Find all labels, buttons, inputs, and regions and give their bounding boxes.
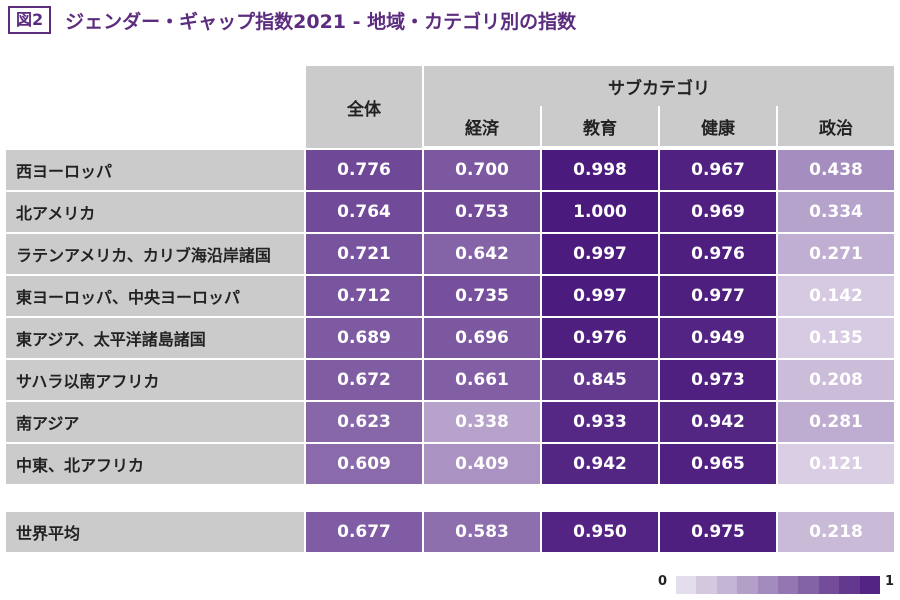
heatmap-cell: 0.942 [660,402,776,442]
heatmap-cell: 0.976 [660,234,776,274]
heatmap-cell: 0.973 [660,360,776,400]
heatmap-cell: 0.753 [424,192,540,232]
region-row-label: サハラ以南アフリカ [6,360,304,400]
region-row-label: 北アメリカ [6,192,304,232]
header-overall: 全体 [306,66,422,148]
header-column: 教育 [542,106,658,146]
world-average-row-label: 世界平均 [6,512,304,552]
heatmap-cell: 0.334 [778,192,894,232]
heatmap-cell: 0.142 [778,276,894,316]
heatmap-cell: 0.623 [306,402,422,442]
heatmap-cell: 0.735 [424,276,540,316]
region-row-label: 東ヨーロッパ、中央ヨーロッパ [6,276,304,316]
legend-swatch [839,576,860,594]
heatmap-cell: 0.642 [424,234,540,274]
heatmap-cell: 0.689 [306,318,422,358]
heatmap-cell: 0.776 [306,150,422,190]
header-column: 政治 [778,106,894,146]
heatmap-cell: 0.661 [424,360,540,400]
heatmap-cell: 0.672 [306,360,422,400]
legend-swatch [818,576,840,594]
heatmap-cell: 0.438 [778,150,894,190]
heatmap-cell: 0.696 [424,318,540,358]
heatmap-cell: 1.000 [542,192,658,232]
figure-badge: 図2 [8,6,52,34]
heatmap-cell: 0.677 [306,512,422,552]
heatmap-cell: 0.933 [542,402,658,442]
heatmap-cell: 0.969 [660,192,776,232]
legend-swatch [737,576,758,594]
heatmap-cell: 0.609 [306,444,422,484]
legend-swatch [716,576,738,594]
heatmap-cell: 0.281 [778,402,894,442]
heatmap-cell: 0.218 [778,512,894,552]
heatmap-cell: 0.583 [424,512,540,552]
region-row-label: 南アジア [6,402,304,442]
heatmap-cell: 0.949 [660,318,776,358]
region-row-label: ラテンアメリカ、カリブ海沿岸諸国 [6,234,304,274]
legend-swatch [778,576,799,594]
heatmap-cell: 0.409 [424,444,540,484]
heatmap-cell: 0.997 [542,234,658,274]
legend-swatch [676,576,697,594]
heatmap-cell: 0.271 [778,234,894,274]
heatmap-cell: 0.977 [660,276,776,316]
region-row-label: 西ヨーロッパ [6,150,304,190]
heatmap-cell: 0.967 [660,150,776,190]
page-title: ジェンダー・ギャップ指数2021 - 地域・カテゴリ別の指数 [65,10,577,33]
legend-swatch [757,576,779,594]
heatmap-cell: 0.712 [306,276,422,316]
legend-color-scale [676,576,881,594]
heatmap-cell: 0.135 [778,318,894,358]
header-column: 健康 [660,106,776,146]
legend-swatch [798,576,819,594]
heatmap-cell: 0.965 [660,444,776,484]
heatmap-cell: 0.121 [778,444,894,484]
heatmap-cell: 0.208 [778,360,894,400]
heatmap-cell: 0.975 [660,512,776,552]
heatmap-cell: 0.976 [542,318,658,358]
legend-swatch [859,576,881,594]
region-row-label: 中東、北アフリカ [6,444,304,484]
legend-max-label: 1 [885,574,895,589]
legend-swatch [696,576,717,594]
region-row-label: 東アジア、太平洋諸島諸国 [6,318,304,358]
heatmap-cell: 0.764 [306,192,422,232]
heatmap-cell: 0.997 [542,276,658,316]
heatmap-cell: 0.338 [424,402,540,442]
heatmap-cell: 0.998 [542,150,658,190]
heatmap-cell: 0.845 [542,360,658,400]
header-column: 経済 [424,106,540,146]
header-subcategory: サブカテゴリ [424,66,894,106]
legend-min-label: 0 [658,574,668,589]
heatmap-cell: 0.721 [306,234,422,274]
heatmap-cell: 0.700 [424,150,540,190]
figure-title: 図2 ジェンダー・ギャップ指数2021 - 地域・カテゴリ別の指数 [8,4,576,36]
heatmap-cell: 0.950 [542,512,658,552]
heatmap-cell: 0.942 [542,444,658,484]
